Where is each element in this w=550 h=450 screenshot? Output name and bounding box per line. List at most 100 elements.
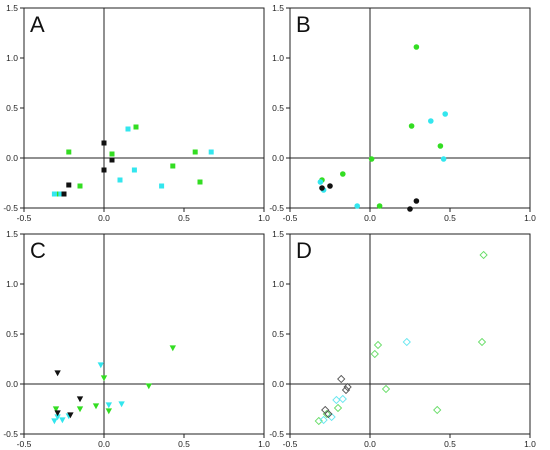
data-point [319, 185, 325, 191]
panel-c: -0.5 0.0 0.5 1.0 -0.5 0.0 0.5 1.0 1.5 C [3, 229, 270, 449]
panel-d: -0.5 0.0 0.5 1.0 -0.5 0.0 0.5 1.0 1.5 D [269, 229, 536, 449]
x-tick-label: -0.5 [17, 213, 32, 223]
data-point [58, 191, 64, 197]
data-point [77, 183, 83, 189]
x-tick-label: -0.5 [283, 213, 298, 223]
data-point [101, 140, 107, 146]
data-point [340, 171, 346, 177]
x-tick-label: 1.0 [524, 439, 536, 449]
data-point [337, 374, 346, 384]
data-point [109, 151, 115, 157]
y-tick-label: 0.0 [272, 153, 284, 163]
data-point [314, 416, 323, 426]
data-point [117, 177, 123, 183]
y-tick-label: 0.0 [6, 379, 18, 389]
data-point [208, 149, 214, 155]
data-point [428, 118, 434, 124]
series-green [52, 345, 176, 415]
data-point [67, 412, 74, 419]
y-tick-label: -0.5 [269, 203, 284, 213]
series-cyan [51, 126, 214, 197]
data-point [413, 198, 420, 204]
data-point [100, 375, 108, 382]
x-tick-label: 1.0 [258, 439, 270, 449]
y-tick-label: 1.0 [272, 53, 284, 63]
y-tick-label: 0.5 [272, 329, 284, 339]
data-point [327, 183, 333, 189]
data-point [125, 126, 131, 132]
x-tick-label: 0.0 [98, 439, 110, 449]
data-point [343, 382, 352, 392]
data-point [54, 370, 61, 377]
data-point [338, 394, 347, 404]
data-point [51, 418, 58, 425]
data-point [381, 384, 391, 394]
data-point [54, 414, 61, 421]
y-tick-label: 1.0 [6, 279, 18, 289]
data-point [52, 406, 60, 413]
panel-label: D [296, 238, 312, 263]
data-point [133, 124, 139, 130]
data-point [408, 123, 415, 129]
data-point [59, 417, 66, 424]
data-point [437, 143, 444, 149]
x-tick-label: 0.5 [178, 439, 190, 449]
series-cyan [51, 362, 125, 425]
x-tick-label: 0.5 [444, 439, 456, 449]
data-point [76, 396, 84, 403]
y-tick-label: 0.5 [272, 103, 284, 113]
y-tick-label: -0.5 [3, 429, 18, 439]
panel-b: -0.5 0.0 0.5 1.0 -0.5 0.0 0.5 1.0 1.5 B [269, 3, 536, 223]
series-green [56, 124, 203, 197]
y-tick-label: 0.0 [6, 153, 18, 163]
panel-c-frame [23, 233, 265, 435]
data-point [407, 206, 413, 212]
panel-label: C [30, 238, 46, 263]
data-point [54, 410, 61, 417]
data-point [197, 179, 203, 185]
data-point [402, 337, 411, 347]
data-point [109, 157, 115, 163]
data-point [433, 405, 442, 415]
data-point [66, 182, 72, 188]
x-tick-label: 1.0 [524, 213, 536, 223]
data-point [341, 385, 351, 395]
data-point [479, 250, 488, 260]
panel-d-frame [289, 233, 531, 435]
data-point [66, 149, 72, 155]
x-tick-label: 0.0 [98, 213, 110, 223]
y-tick-label: 1.5 [272, 3, 284, 13]
data-point [97, 362, 104, 369]
data-point [118, 401, 125, 408]
data-point [145, 383, 152, 390]
x-tick-label: -0.5 [283, 439, 298, 449]
x-tick-label: 0.0 [364, 439, 376, 449]
y-tick-label: -0.5 [269, 429, 284, 439]
panel-a: -0.5 0.0 0.5 1.0 -0.5 0.0 0.5 1.0 1.5 A [3, 3, 270, 223]
data-point [159, 183, 165, 189]
data-point [51, 191, 57, 197]
data-point [413, 44, 420, 50]
x-tick-label: 1.0 [258, 213, 270, 223]
data-point [370, 349, 379, 359]
y-tick-label: 1.5 [6, 229, 18, 239]
data-point [440, 156, 447, 162]
panel-b-frame [289, 7, 531, 209]
series-gray [321, 374, 352, 419]
y-tick-label: 0.5 [6, 329, 18, 339]
series-green [319, 44, 444, 209]
data-point [327, 412, 336, 422]
y-tick-label: 0.0 [272, 379, 284, 389]
series-light_cyan [319, 337, 411, 425]
x-tick-label: 0.0 [364, 213, 376, 223]
data-point [319, 415, 328, 425]
data-point [354, 203, 361, 209]
panel-label: A [30, 12, 45, 37]
series-cyan [317, 111, 449, 209]
data-point [76, 406, 84, 413]
y-tick-label: -0.5 [3, 203, 18, 213]
panel-a-frame [23, 7, 265, 209]
data-point [368, 156, 375, 162]
data-point [105, 402, 112, 409]
